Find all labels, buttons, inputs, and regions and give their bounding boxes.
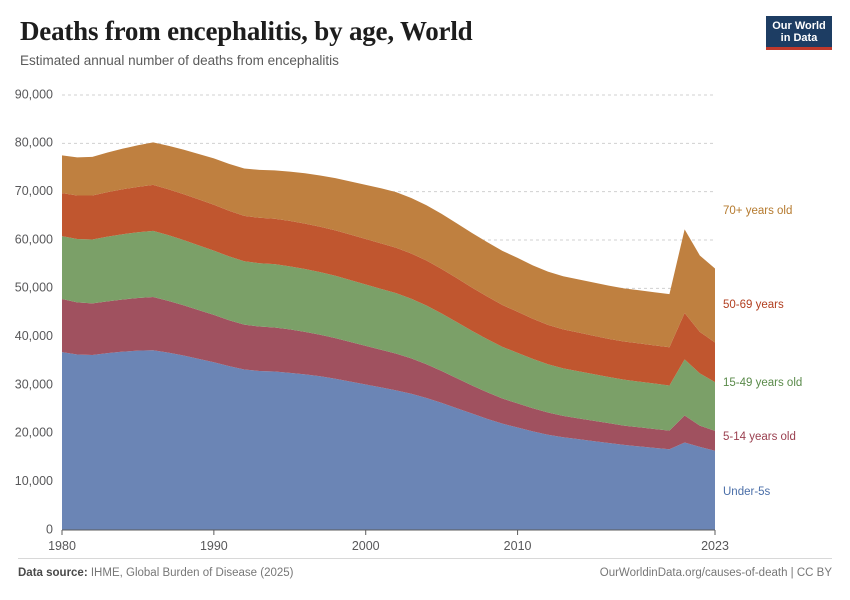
x-axis-tick-label: 1980	[48, 539, 76, 553]
area-series-70-years-old[interactable]	[62, 142, 715, 348]
x-axis-tick-label: 1990	[200, 539, 228, 553]
y-axis-tick-label: 20,000	[15, 426, 53, 440]
x-axis-tick-label: 2023	[701, 539, 729, 553]
owid-logo-line1: Our World	[772, 19, 826, 32]
x-axis-tick-label: 2000	[352, 539, 380, 553]
area-series-under-5s[interactable]	[62, 350, 715, 530]
owid-logo-line2: in Data	[780, 31, 818, 44]
footer-divider	[18, 558, 832, 559]
owid-logo[interactable]: Our World in Data	[766, 16, 832, 50]
page-subtitle: Estimated annual number of deaths from e…	[20, 53, 339, 68]
area-series-50-69-years[interactable]	[62, 184, 715, 386]
x-axis-tick-label: 2010	[504, 539, 532, 553]
y-axis-tick-label: 10,000	[15, 474, 53, 488]
data-source-label: Data source:	[18, 567, 88, 579]
y-axis-tick-label: 40,000	[15, 329, 53, 343]
y-axis-tick-label: 0	[46, 522, 53, 536]
series-label-15-49-years-old[interactable]: 15-49 years old	[723, 377, 802, 389]
data-source: Data source: IHME, Global Burden of Dise…	[18, 567, 294, 579]
y-axis-tick-label: 80,000	[15, 136, 53, 150]
chart-header: Deaths from encephalitis, by age, World …	[20, 14, 760, 71]
series-label-50-69-years[interactable]: 50-69 years	[723, 299, 784, 311]
series-label-under-5s[interactable]: Under-5s	[723, 486, 771, 498]
series-label-70-years-old[interactable]: 70+ years old	[723, 205, 792, 217]
y-axis-tick-label: 90,000	[15, 87, 53, 101]
y-axis-tick-label: 30,000	[15, 377, 53, 391]
area-series-15-49-years-old[interactable]	[62, 230, 715, 431]
series-label-5-14-years-old[interactable]: 5-14 years old	[723, 431, 796, 443]
y-axis-tick-label: 70,000	[15, 184, 53, 198]
attribution[interactable]: OurWorldinData.org/causes-of-death | CC …	[599, 567, 832, 579]
data-source-value: IHME, Global Burden of Disease (2025)	[87, 567, 294, 579]
y-axis-tick-label: 50,000	[15, 281, 53, 295]
page-title: Deaths from encephalitis, by age, World	[20, 16, 473, 46]
area-series-5-14-years-old[interactable]	[62, 297, 715, 451]
y-axis-tick-label: 60,000	[15, 232, 53, 246]
